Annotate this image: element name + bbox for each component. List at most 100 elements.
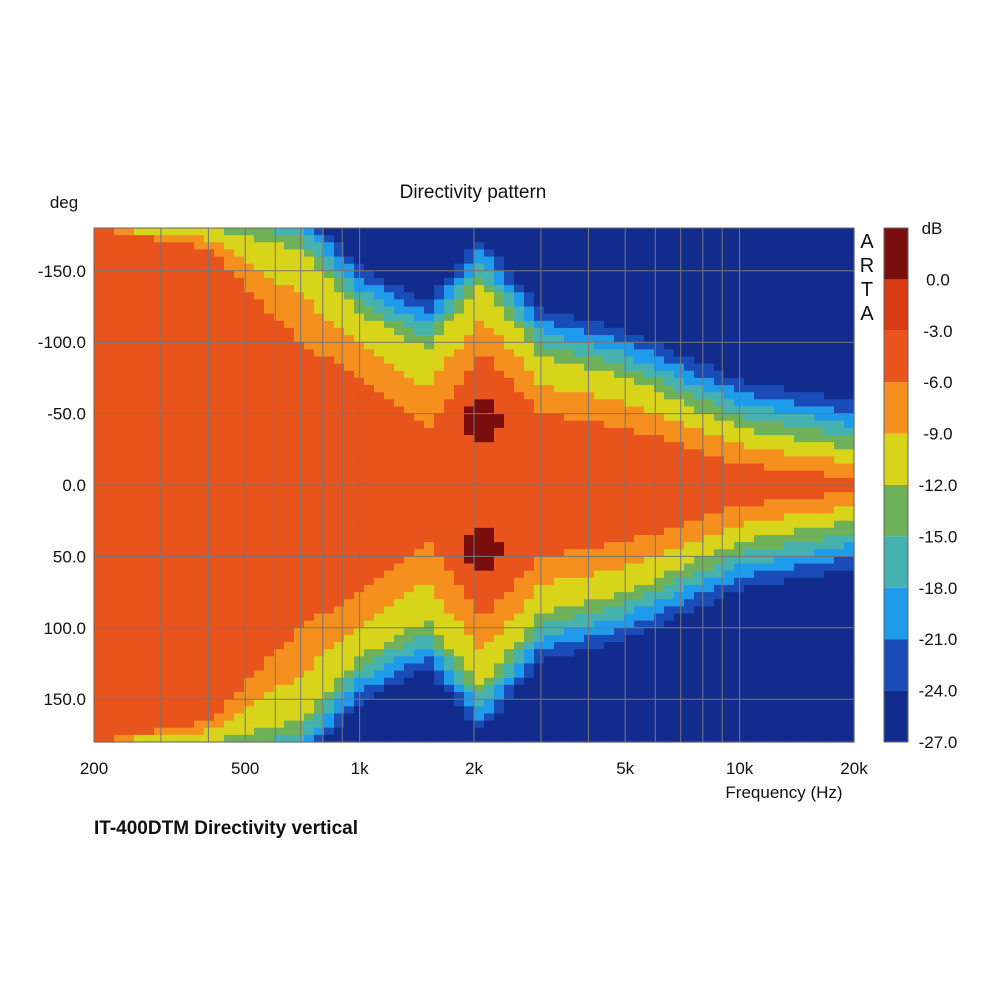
heatmap-cell xyxy=(244,706,255,715)
heatmap-cell xyxy=(424,520,435,529)
heatmap-cell xyxy=(174,520,185,529)
heatmap-cell xyxy=(444,456,455,465)
heatmap-cell xyxy=(604,356,615,365)
heatmap-cell xyxy=(754,349,765,358)
heatmap-cell xyxy=(554,499,565,508)
heatmap-cell xyxy=(414,370,425,379)
heatmap-cell xyxy=(754,327,765,336)
heatmap-cell xyxy=(534,320,545,329)
heatmap-cell xyxy=(634,370,645,379)
heatmap-cell xyxy=(544,256,555,265)
heatmap-cell xyxy=(624,399,635,408)
heatmap-cell xyxy=(164,720,175,729)
heatmap-cell xyxy=(404,592,415,600)
heatmap-cell xyxy=(264,620,275,629)
heatmap-cell xyxy=(124,335,135,343)
heatmap-cell xyxy=(194,249,205,258)
heatmap-cell xyxy=(154,292,165,300)
heatmap-cell xyxy=(294,335,305,343)
heatmap-cell xyxy=(144,492,155,500)
heatmap-cell xyxy=(324,235,335,243)
heatmap-cell xyxy=(274,549,285,557)
heatmap-cell xyxy=(604,534,615,543)
heatmap-cell xyxy=(274,563,285,572)
heatmap-cell xyxy=(654,363,665,372)
heatmap-cell xyxy=(284,692,295,700)
heatmap-cell xyxy=(254,570,265,579)
heatmap-cell xyxy=(684,285,695,293)
heatmap-cell xyxy=(584,242,595,251)
heatmap-cell xyxy=(464,520,475,529)
heatmap-cell xyxy=(674,684,685,693)
heatmap-cell xyxy=(554,527,565,536)
heatmap-cell xyxy=(164,677,175,686)
heatmap-cell xyxy=(634,485,645,493)
heatmap-cell xyxy=(134,399,145,408)
heatmap-cell xyxy=(344,577,355,586)
heatmap-cell xyxy=(124,299,135,308)
heatmap-cell xyxy=(424,563,435,572)
heatmap-cell xyxy=(484,277,495,286)
heatmap-cell xyxy=(744,534,755,543)
heatmap-cell xyxy=(404,606,415,615)
heatmap-cell xyxy=(404,527,415,536)
heatmap-cell xyxy=(674,570,685,579)
heatmap-cell xyxy=(764,734,775,743)
heatmap-cell xyxy=(554,670,565,679)
heatmap-cell xyxy=(124,520,135,529)
heatmap-cell xyxy=(364,706,375,715)
heatmap-cell xyxy=(314,277,325,286)
heatmap-cell xyxy=(464,235,475,243)
heatmap-cell xyxy=(764,263,775,272)
heatmap-cell xyxy=(664,406,675,415)
heatmap-cell xyxy=(144,235,155,243)
heatmap-cell xyxy=(644,235,655,243)
heatmap-cell xyxy=(104,263,115,272)
heatmap-cell xyxy=(134,228,145,236)
heatmap-cell xyxy=(404,599,415,607)
heatmap-cell xyxy=(594,549,605,557)
heatmap-cell xyxy=(434,270,445,279)
heatmap-cell xyxy=(644,299,655,308)
heatmap-cell xyxy=(544,599,555,607)
heatmap-cell xyxy=(294,285,305,293)
heatmap-cell xyxy=(244,584,255,593)
heatmap-cell xyxy=(664,356,675,365)
heatmap-cell xyxy=(424,577,435,586)
heatmap-cell xyxy=(474,306,485,315)
heatmap-cell xyxy=(134,463,145,472)
heatmap-cell xyxy=(344,563,355,572)
heatmap-cell xyxy=(274,584,285,593)
heatmap-cell xyxy=(464,463,475,472)
heatmap-cell xyxy=(704,663,715,672)
heatmap-cell xyxy=(504,406,515,415)
heatmap-cell xyxy=(164,285,175,293)
heatmap-cell xyxy=(754,520,765,529)
heatmap-cell xyxy=(764,577,775,586)
heatmap-cell xyxy=(784,370,795,379)
heatmap-cell xyxy=(334,692,345,700)
heatmap-cell xyxy=(324,349,335,358)
heatmap-cell xyxy=(504,449,515,458)
heatmap-cell xyxy=(694,620,705,629)
heatmap-cell xyxy=(374,699,385,707)
heatmap-cell xyxy=(204,463,215,472)
heatmap-cell xyxy=(484,420,495,429)
heatmap-cell xyxy=(554,606,565,615)
heatmap-cell xyxy=(134,263,145,272)
heatmap-cell xyxy=(524,242,535,251)
heatmap-cell xyxy=(504,463,515,472)
heatmap-cell xyxy=(474,734,485,743)
heatmap-cell xyxy=(264,399,275,408)
heatmap-cell xyxy=(474,377,485,386)
heatmap-cell xyxy=(454,592,465,600)
heatmap-cell xyxy=(614,320,625,329)
heatmap-cell xyxy=(304,228,315,236)
heatmap-cell xyxy=(544,399,555,408)
heatmap-cell xyxy=(534,634,545,643)
heatmap-cell xyxy=(464,592,475,600)
heatmap-cell xyxy=(154,327,165,336)
heatmap-cell xyxy=(504,249,515,258)
heatmap-cell xyxy=(684,320,695,329)
heatmap-cell xyxy=(624,392,635,400)
